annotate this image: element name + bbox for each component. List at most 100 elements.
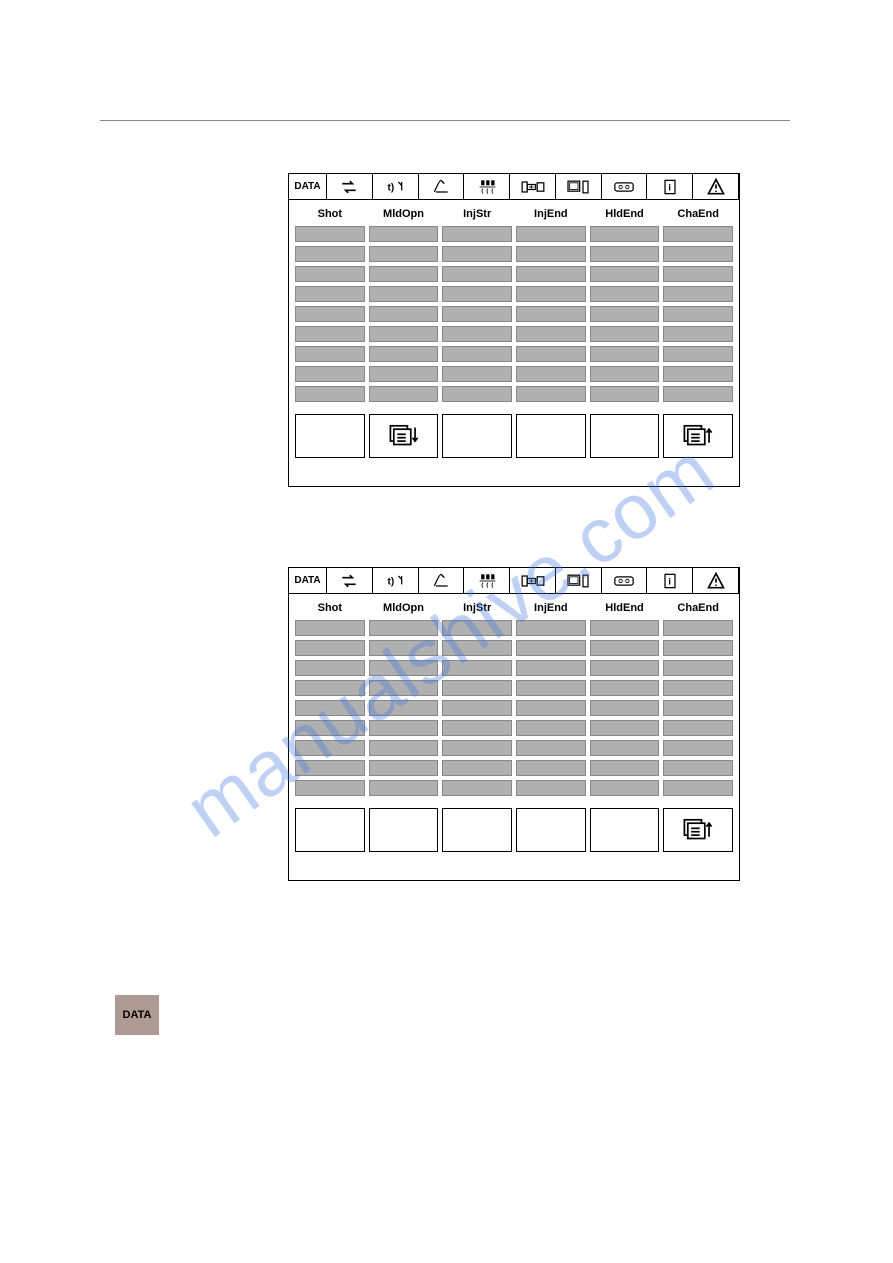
grid-cell [369, 246, 439, 262]
footer-row [289, 408, 739, 464]
grid-cell [369, 640, 439, 656]
grid-cell [295, 246, 365, 262]
grid-cell [590, 306, 660, 322]
grid-cell [590, 640, 660, 656]
screen-icon[interactable] [556, 568, 602, 594]
grid-cell [663, 246, 733, 262]
column-headers: Shot MldOpn InjStr InjEnd HldEnd ChaEnd [289, 200, 739, 226]
timer-icon[interactable]: t) [373, 174, 419, 200]
grid-cell [442, 366, 512, 382]
grid-cell [663, 640, 733, 656]
toolbar-data-tab[interactable]: DATA [289, 174, 327, 200]
warning-icon[interactable] [693, 174, 739, 200]
footer-cell-empty[interactable] [590, 414, 660, 458]
grid-cell [663, 780, 733, 796]
grid-cell [369, 386, 439, 402]
grid-cell [442, 266, 512, 282]
grid-cell [369, 346, 439, 362]
grid-cell [663, 386, 733, 402]
data-grid [289, 620, 739, 796]
grid-cell [295, 286, 365, 302]
svg-text:t): t) [388, 182, 395, 193]
footer-cell-empty[interactable] [516, 414, 586, 458]
col-h-injend: InjEnd [516, 602, 586, 614]
grid-cell [442, 306, 512, 322]
grid-cell [590, 366, 660, 382]
col-h-injstr: InjStr [442, 208, 512, 220]
col-h-injstr: InjStr [442, 602, 512, 614]
grid-cell [295, 720, 365, 736]
grid-col [369, 620, 439, 796]
toolbar: DATA t) i [289, 174, 739, 200]
grid-col [442, 226, 512, 402]
warning-icon[interactable] [693, 568, 739, 594]
footer-cell-empty[interactable] [442, 414, 512, 458]
footer-cell-empty[interactable] [442, 808, 512, 852]
grid-cell [516, 386, 586, 402]
footer-cell-empty[interactable] [516, 808, 586, 852]
grid-cell [442, 286, 512, 302]
heater-icon[interactable] [464, 568, 510, 594]
toolbar: DATA t) i [289, 568, 739, 594]
grid-cell [663, 680, 733, 696]
grid-cell [442, 680, 512, 696]
clamp-icon[interactable] [510, 568, 556, 594]
grid-cell [442, 226, 512, 242]
tape-icon[interactable] [602, 568, 648, 594]
grid-cell [295, 780, 365, 796]
grid-cell [442, 640, 512, 656]
grid-cell [369, 306, 439, 322]
screen-icon[interactable] [556, 174, 602, 200]
timer-icon[interactable]: t) [373, 568, 419, 594]
grid-cell [516, 740, 586, 756]
grid-cell [442, 740, 512, 756]
grid-cell [369, 680, 439, 696]
page-up-icon [681, 816, 715, 844]
clamp-icon[interactable] [510, 174, 556, 200]
grid-cell [442, 386, 512, 402]
grid-cell [590, 700, 660, 716]
footer-cell-empty[interactable] [295, 808, 365, 852]
grid-cell [516, 226, 586, 242]
grid-cell [590, 226, 660, 242]
injection-icon[interactable] [419, 568, 465, 594]
data-grid [289, 226, 739, 402]
grid-col [369, 226, 439, 402]
grid-cell [516, 720, 586, 736]
grid-cell [295, 660, 365, 676]
info-icon[interactable]: i [647, 174, 693, 200]
footer-cell-empty[interactable] [590, 808, 660, 852]
grid-col [295, 226, 365, 402]
toolbar-data-tab[interactable]: DATA [289, 568, 327, 594]
grid-cell [369, 700, 439, 716]
grid-cell [663, 346, 733, 362]
grid-cell [663, 226, 733, 242]
grid-cell [516, 780, 586, 796]
col-h-mldopn: MldOpn [369, 602, 439, 614]
grid-cell [590, 286, 660, 302]
page-down-button[interactable] [369, 414, 439, 458]
grid-cell [663, 660, 733, 676]
grid-cell [295, 366, 365, 382]
page-up-button[interactable] [663, 808, 733, 852]
grid-cell [663, 700, 733, 716]
page-up-button[interactable] [663, 414, 733, 458]
column-headers: Shot MldOpn InjStr InjEnd HldEnd ChaEnd [289, 594, 739, 620]
grid-cell [442, 780, 512, 796]
injection-icon[interactable] [419, 174, 465, 200]
cycle-icon[interactable] [327, 174, 373, 200]
heater-icon[interactable] [464, 174, 510, 200]
cycle-icon[interactable] [327, 568, 373, 594]
footer-cell-empty[interactable] [369, 808, 439, 852]
grid-cell [663, 286, 733, 302]
grid-cell [442, 760, 512, 776]
footer-row [289, 802, 739, 858]
grid-cell [369, 740, 439, 756]
grid-cell [295, 266, 365, 282]
info-icon[interactable]: i [647, 568, 693, 594]
grid-cell [590, 780, 660, 796]
grid-cell [516, 620, 586, 636]
tape-icon[interactable] [602, 174, 648, 200]
footer-cell-empty[interactable] [295, 414, 365, 458]
grid-col [442, 620, 512, 796]
